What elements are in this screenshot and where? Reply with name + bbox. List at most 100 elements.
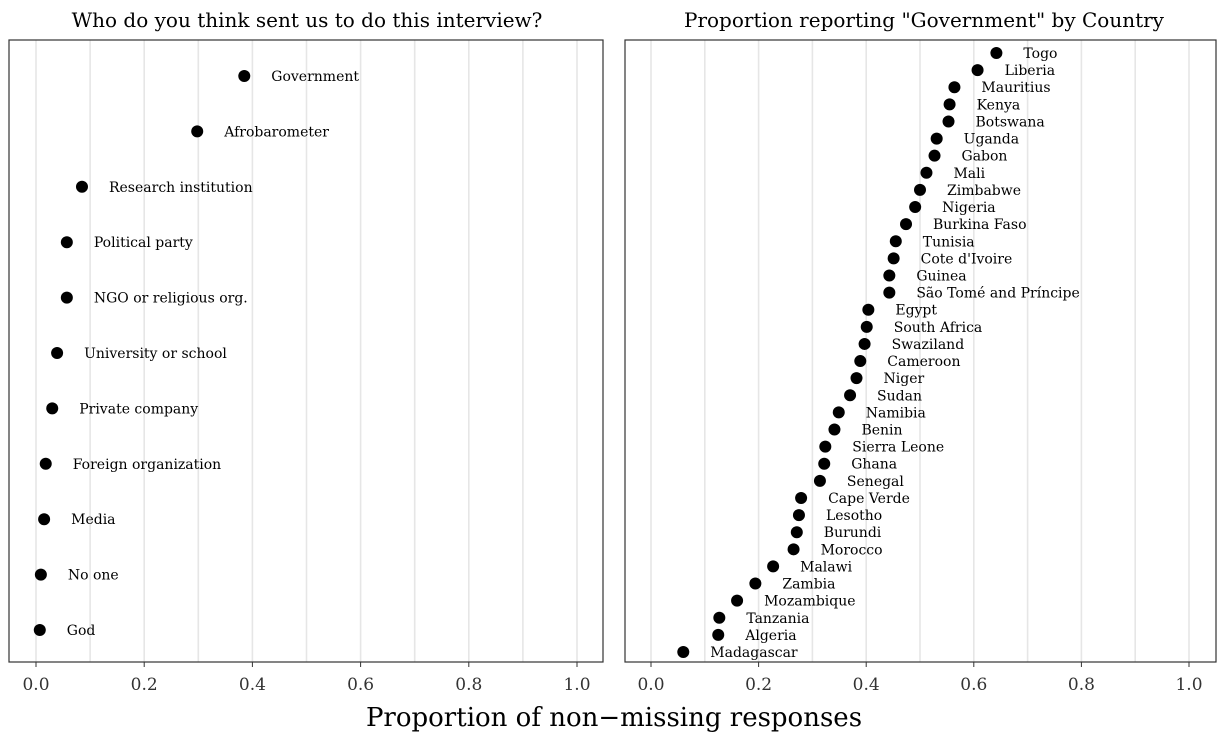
- point-label: No one: [68, 568, 119, 584]
- point-label: Mauritius: [981, 80, 1050, 96]
- point-label: Morocco: [821, 542, 883, 558]
- data-point: [60, 291, 73, 304]
- data-point: [930, 132, 943, 145]
- point-label: Government: [271, 69, 359, 85]
- x-tick-label: 0.2: [131, 675, 158, 695]
- point-label: Tanzania: [746, 611, 809, 627]
- point-label: Sudan: [877, 388, 922, 404]
- point-label: South Africa: [894, 320, 983, 336]
- point-label: Uganda: [964, 132, 1019, 148]
- data-point: [844, 389, 857, 402]
- point-label: Afrobarometer: [223, 124, 329, 140]
- data-point: [854, 355, 867, 368]
- point-label: Ghana: [851, 457, 897, 473]
- point-label: NGO or religious org.: [94, 291, 248, 307]
- data-point: [749, 577, 762, 590]
- point-label: Burundi: [824, 525, 882, 541]
- point-label: Swaziland: [892, 337, 965, 353]
- x-tick-label: 0.6: [347, 675, 374, 695]
- data-point: [46, 402, 59, 415]
- point-label: Cameroon: [887, 354, 960, 370]
- data-point: [191, 125, 204, 138]
- point-label: Mali: [953, 166, 985, 182]
- point-label: Zambia: [782, 577, 835, 593]
- point-label: Mozambique: [764, 594, 855, 610]
- point-label: Sierra Leone: [852, 440, 944, 456]
- data-point: [920, 166, 933, 179]
- point-label: Malawi: [800, 559, 852, 575]
- x-tick-label: 0.4: [239, 675, 266, 695]
- point-label: Burkina Faso: [933, 217, 1026, 233]
- data-point: [909, 201, 922, 214]
- point-label: Foreign organization: [73, 457, 221, 473]
- x-tick-label: 0.2: [745, 675, 772, 695]
- data-point: [813, 474, 826, 487]
- panel-border-1: [8, 39, 604, 663]
- data-point: [795, 491, 808, 504]
- x-tick-label: 0.4: [853, 675, 880, 695]
- point-label: Tunisia: [923, 234, 975, 250]
- data-point: [914, 183, 926, 196]
- point-label: Kenya: [977, 97, 1021, 113]
- x-tick-label: 1.0: [563, 675, 590, 695]
- point-label: Gabon: [962, 149, 1008, 165]
- point-label: God: [67, 623, 96, 639]
- point-label: Media: [71, 512, 115, 528]
- data-point: [60, 236, 73, 249]
- point-label: Liberia: [1005, 63, 1056, 79]
- data-point: [889, 235, 902, 248]
- data-point: [677, 646, 690, 658]
- panel-border-2: [624, 39, 1217, 663]
- data-point: [883, 286, 896, 299]
- point-label: Algeria: [744, 628, 796, 644]
- panel-title-1: Who do you think sent us to do this inte…: [72, 8, 543, 32]
- x-tick-label: 0.8: [455, 675, 482, 695]
- data-point: [887, 252, 900, 265]
- point-label: Namibia: [866, 405, 926, 421]
- data-point: [34, 568, 47, 581]
- point-label: Botswana: [976, 114, 1045, 130]
- point-label: Zimbabwe: [947, 183, 1021, 199]
- point-label: São Tomé and Príncipe: [916, 286, 1079, 302]
- data-point: [850, 372, 863, 385]
- data-point: [943, 98, 956, 111]
- data-point: [39, 457, 52, 470]
- point-label: Benin: [861, 423, 902, 439]
- data-point: [860, 320, 873, 333]
- point-label: Private company: [79, 401, 198, 417]
- point-label: Cote d'Ivoire: [921, 251, 1013, 267]
- data-point: [818, 457, 831, 470]
- data-point: [971, 64, 984, 77]
- point-label: Senegal: [847, 474, 904, 490]
- x-axis-label: Proportion of non−missing responses: [366, 703, 862, 733]
- data-point: [33, 624, 46, 636]
- data-point: [819, 440, 832, 453]
- point-label: Research institution: [109, 180, 253, 196]
- data-point: [712, 628, 725, 641]
- point-label: Cape Verde: [828, 491, 910, 507]
- data-point: [900, 218, 913, 231]
- data-point: [942, 115, 955, 128]
- point-label: Lesotho: [826, 508, 882, 524]
- data-point: [883, 269, 896, 282]
- point-label: Niger: [884, 371, 925, 387]
- point-label: Guinea: [916, 268, 966, 284]
- data-point: [828, 423, 841, 436]
- panel-title-2: Proportion reporting "Government" by Cou…: [684, 8, 1165, 32]
- data-point: [862, 303, 875, 316]
- point-label: Egypt: [895, 303, 937, 319]
- x-tick-label: 0.0: [637, 675, 664, 695]
- x-tick-label: 0.0: [22, 675, 49, 695]
- data-point: [790, 526, 803, 539]
- point-label: Nigeria: [942, 200, 996, 216]
- data-point: [928, 149, 941, 162]
- point-label: University or school: [84, 346, 227, 362]
- data-point: [787, 543, 800, 556]
- data-point: [792, 509, 805, 522]
- point-label: Political party: [94, 235, 193, 251]
- data-point: [51, 347, 64, 359]
- x-tick-label: 1.0: [1175, 675, 1202, 695]
- data-point: [990, 47, 1003, 59]
- data-point: [858, 337, 871, 350]
